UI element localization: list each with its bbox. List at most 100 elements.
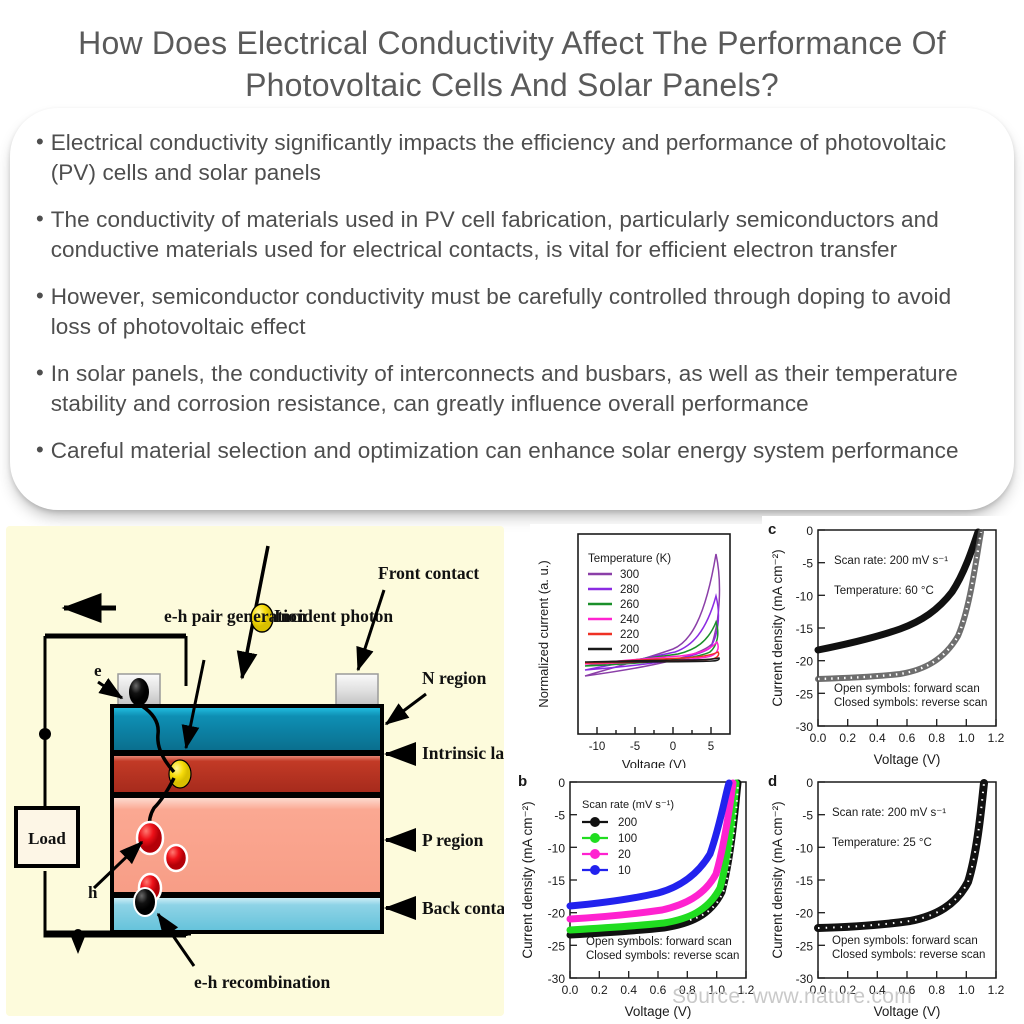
photon-absorbed-icon: [168, 759, 192, 789]
bullet-marker-icon: •: [36, 437, 44, 462]
bullet-list: • Electrical conductivity significantly …: [10, 116, 1014, 516]
x-tick-label: 0.6: [650, 983, 667, 997]
x-tick-label: 0.6: [899, 983, 916, 997]
list-item: • In solar panels, the conductivity of i…: [36, 359, 990, 419]
front-contact-label: Front contact: [378, 563, 479, 583]
hole-icon: [163, 843, 189, 873]
circuit-node: [39, 728, 51, 740]
list-item-text: Careful material selection and optimizat…: [50, 438, 959, 463]
y-tick-label: -20: [548, 907, 566, 921]
legend-marker: [590, 833, 600, 843]
list-item: • Electrical conductivity significantly …: [36, 128, 990, 188]
legend-marker: [590, 817, 600, 827]
list-item: • However, semiconductor conductivity mu…: [36, 282, 990, 342]
y-tick-label: 0: [806, 524, 813, 538]
y-tick-label: -25: [548, 939, 566, 953]
list-item: • Careful material selection and optimiz…: [36, 436, 990, 466]
y-axis-label: Normalized current (a. u.): [536, 560, 551, 707]
bullet-marker-icon: •: [36, 129, 44, 154]
bullet-marker-icon: •: [36, 206, 44, 231]
x-tick-label: 0.8: [928, 731, 945, 745]
annotation-closed-symbols: Closed symbols: reverse scan: [586, 950, 739, 962]
panel-label: b: [518, 773, 527, 790]
y-tick-label: -5: [802, 557, 813, 571]
x-tick-label: -5: [630, 741, 640, 753]
load-label: Load: [28, 829, 66, 848]
y-tick-label: -15: [796, 874, 814, 888]
series-forward-scan-open-symbols: [817, 782, 985, 929]
n-region-arrow: [384, 692, 427, 726]
legend-label: 260: [620, 599, 639, 611]
legend-label: 200: [620, 644, 639, 656]
recombination-arrow: [156, 912, 196, 967]
x-tick-label: 1.0: [958, 731, 975, 745]
y-tick-label: -30: [796, 972, 814, 986]
y-tick-label: 0: [558, 776, 565, 790]
x-tick-label: 0: [670, 741, 676, 753]
y-tick-label: -5: [554, 809, 565, 823]
series-20: [566, 779, 737, 923]
chart-legend: Scan rate (mV s⁻¹) 200 100 20 10: [582, 799, 674, 877]
panel-label: d: [768, 773, 777, 790]
panel-label: c: [768, 521, 776, 538]
y-tick-label: -10: [548, 841, 566, 855]
legend-label: 20: [618, 849, 631, 861]
y-tick-label: -30: [796, 720, 814, 734]
y-tick-label: -10: [796, 589, 814, 603]
x-tick-label: 0.2: [591, 983, 608, 997]
legend-label: 200: [618, 817, 637, 829]
back-contact-label: Back contact: [422, 898, 504, 918]
x-tick-label: 1.2: [738, 983, 755, 997]
y-tick-label: -25: [796, 687, 814, 701]
legend-marker: [590, 865, 600, 875]
y-tick-label: -15: [796, 622, 814, 636]
x-tick-label: 0.2: [839, 731, 856, 745]
eh-pair-generation-label: e-h pair generation: [164, 606, 307, 626]
x-tick-label: 0.8: [928, 983, 945, 997]
y-tick-label: -15: [548, 874, 566, 888]
incident-photon-label: Incident photon: [274, 606, 393, 626]
legend-label: 240: [620, 614, 639, 626]
x-tick-label: 0.6: [899, 731, 916, 745]
x-tick-label: 0.0: [810, 983, 827, 997]
chart-panel-c: c 0 -5 -10 -15 -20 -25 -30: [762, 516, 1020, 774]
bullet-marker-icon: •: [36, 283, 44, 308]
legend-label: 10: [618, 865, 631, 877]
x-tick-label: 0.8: [679, 983, 696, 997]
n-region-label: N region: [422, 668, 487, 688]
y-axis-label: Current density (mA cm⁻²): [770, 801, 785, 958]
intrinsic-layer-label: Intrinsic layer: [422, 743, 504, 763]
layer-intrinsic: [110, 752, 384, 796]
eh-generation-arrow: [181, 659, 206, 750]
x-tick-label: -10: [589, 741, 606, 753]
legend-label: 100: [618, 833, 637, 845]
hole-pointer-arrow: [92, 840, 144, 890]
figures-row: Load: [0, 516, 1024, 1024]
legend-label: 280: [620, 584, 639, 596]
ground-marker: [70, 934, 86, 954]
x-tick-label: 0.4: [869, 731, 886, 745]
page-title: How Does Electrical Conductivity Affect …: [78, 25, 946, 103]
legend-title: Scan rate (mV s⁻¹): [582, 799, 674, 811]
eh-recombination-label: e-h recombination: [194, 972, 331, 992]
series-forward-scan: [815, 529, 984, 682]
y-tick-label: -25: [796, 939, 814, 953]
x-tick-label: 5: [708, 741, 714, 753]
x-tick-label: 0.0: [562, 983, 579, 997]
annotation-closed-symbols: Closed symbols: reverse scan: [834, 697, 987, 709]
x-tick-label: 1.0: [958, 983, 975, 997]
list-item-text: In solar panels, the conductivity of int…: [50, 361, 958, 416]
legend-marker: [590, 849, 600, 859]
annotation-open-symbols: Open symbols: forward scan: [586, 936, 732, 948]
chart-legend: Temperature (K) 300 280 260 240 220 200: [588, 553, 671, 656]
annotation-scan-rate: Scan rate: 200 mV s⁻¹: [832, 807, 946, 819]
x-axis-label: Voltage (V): [625, 1004, 692, 1019]
series-100: [566, 779, 740, 934]
y-tick-label: -5: [802, 809, 813, 823]
list-item-text: However, semiconductor conductivity must…: [50, 284, 952, 339]
y-tick-label: -20: [796, 655, 814, 669]
info-card: [10, 108, 1014, 510]
annotation-scan-rate: Scan rate: 200 mV s⁻¹: [834, 555, 948, 567]
x-tick-label: 1.0: [708, 983, 725, 997]
chart-panel-d: d 0 -5 -10 -15 -20 -25 -30: [762, 768, 1020, 1024]
